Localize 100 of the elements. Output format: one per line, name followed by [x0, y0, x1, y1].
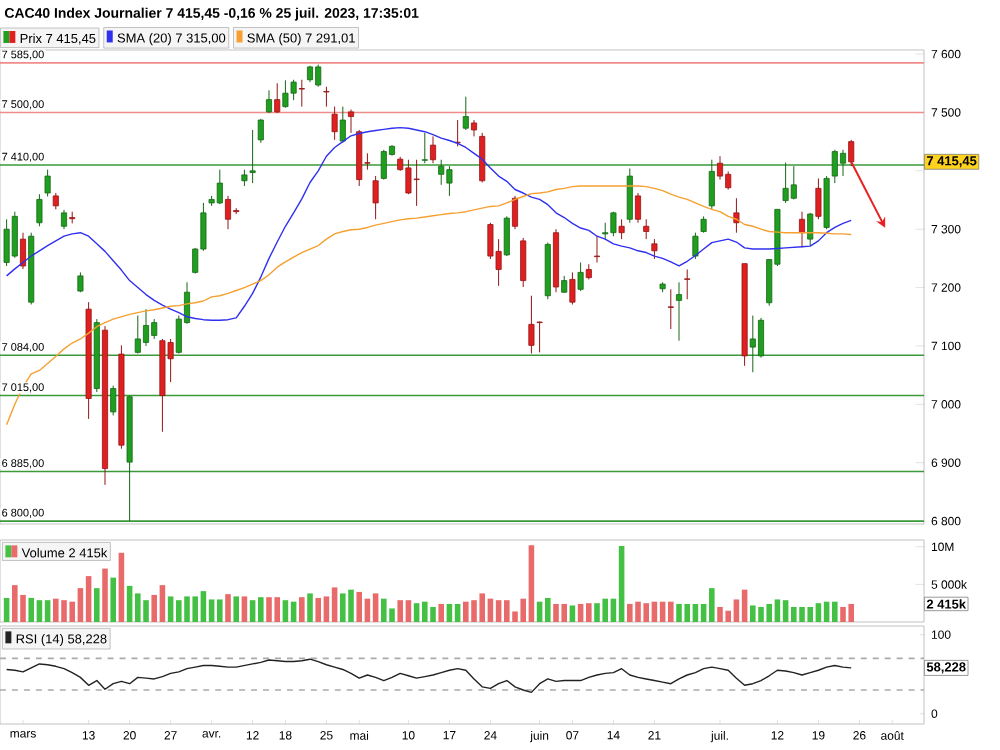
bar [331, 587, 338, 622]
bar [627, 603, 633, 622]
bar [848, 603, 854, 622]
bar [717, 606, 723, 622]
bar [618, 546, 625, 622]
bar [249, 600, 256, 622]
candlestick [134, 315, 141, 355]
bar [28, 597, 34, 622]
candlestick [356, 129, 363, 187]
bar [635, 601, 641, 622]
bar [668, 601, 674, 622]
candlestick [626, 167, 633, 224]
bar [799, 606, 805, 622]
candlestick [536, 320, 543, 353]
bar [356, 591, 362, 622]
candlestick [610, 211, 617, 237]
candlestick [110, 385, 117, 416]
bar [274, 597, 280, 622]
bar [586, 603, 592, 622]
bar [102, 568, 108, 622]
bar [340, 593, 346, 622]
candlestick [675, 281, 683, 342]
bar [12, 585, 18, 622]
bar [85, 576, 92, 622]
bar [348, 589, 354, 622]
candlestick [315, 64, 322, 88]
candlestick [593, 235, 601, 263]
bar [381, 598, 387, 622]
candlestick [11, 211, 18, 259]
bar [307, 593, 313, 622]
bar [684, 603, 690, 622]
candlestick [438, 159, 445, 186]
bar [225, 594, 231, 622]
candlestick [290, 79, 297, 101]
bar [463, 601, 469, 622]
candlestick [249, 129, 256, 184]
candlestick [618, 218, 625, 240]
bar [167, 596, 174, 622]
bar [192, 596, 198, 622]
candlestick [60, 209, 68, 230]
bar [504, 600, 510, 622]
candlestick [446, 165, 453, 197]
candlestick [3, 218, 10, 267]
bar [676, 603, 682, 622]
bar [405, 600, 412, 622]
bar [438, 603, 444, 622]
bar [176, 600, 182, 622]
bar [561, 603, 567, 622]
candlestick [36, 193, 43, 227]
bar [758, 606, 764, 622]
candlestick [798, 211, 806, 248]
candlestick [733, 197, 740, 234]
bar [553, 603, 559, 622]
candlestick [782, 162, 789, 204]
bar [545, 597, 551, 622]
candlestick [831, 149, 838, 184]
candlestick [216, 169, 223, 205]
candlestick [347, 109, 355, 134]
bar [479, 593, 485, 622]
candlestick [372, 175, 379, 220]
bar [372, 593, 379, 622]
bar [3, 597, 10, 622]
bar [143, 600, 149, 622]
candlestick [274, 82, 281, 114]
candlestick [520, 237, 527, 288]
candlestick [503, 215, 510, 257]
bar [528, 545, 535, 622]
candlestick [479, 132, 486, 183]
candlestick [725, 170, 732, 190]
candlestick [339, 106, 346, 144]
bar [815, 603, 822, 622]
bar [258, 597, 264, 622]
bar [422, 601, 428, 622]
bar [750, 605, 756, 622]
candlestick [323, 86, 330, 108]
bar [594, 603, 600, 622]
candlestick [511, 195, 519, 230]
bar [94, 588, 100, 622]
bar [495, 600, 502, 622]
bar [241, 596, 248, 622]
candlestick [577, 261, 584, 292]
bar [807, 606, 813, 622]
candlestick [790, 165, 797, 200]
candlestick [19, 232, 27, 270]
candlestick [331, 106, 338, 141]
bar [471, 600, 477, 622]
candlestick [684, 268, 691, 300]
bar [569, 605, 576, 622]
bar [53, 598, 59, 622]
bar [44, 600, 51, 622]
candlestick [528, 295, 535, 355]
candlestick [651, 238, 658, 260]
candlestick [429, 135, 437, 164]
candlestick [405, 159, 412, 195]
candlestick [839, 149, 847, 177]
bar [791, 606, 797, 622]
bar [413, 603, 420, 622]
candlestick [569, 271, 576, 305]
bar [110, 577, 116, 622]
bar [233, 596, 239, 622]
